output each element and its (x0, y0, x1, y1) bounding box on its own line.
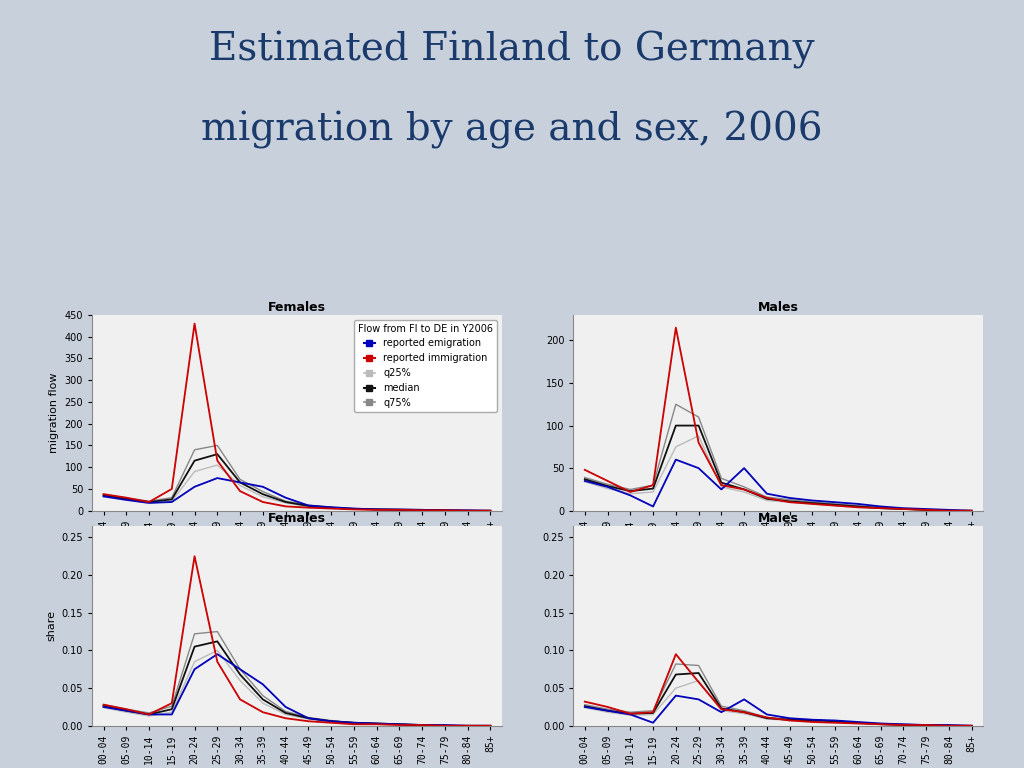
X-axis label: age group: age group (268, 554, 326, 564)
Y-axis label: share: share (46, 611, 56, 641)
Text: migration by age and sex, 2006: migration by age and sex, 2006 (202, 111, 822, 149)
Text: Estimated Finland to Germany: Estimated Finland to Germany (209, 31, 815, 68)
Title: Males: Males (758, 301, 799, 313)
Title: Females: Females (268, 301, 326, 313)
Title: Males: Males (758, 512, 799, 525)
Y-axis label: migration flow: migration flow (49, 372, 59, 453)
X-axis label: age group: age group (750, 554, 807, 564)
Legend: reported emigration, reported immigration, q25%, median, q75%: reported emigration, reported immigratio… (354, 319, 497, 412)
Title: Females: Females (268, 512, 326, 525)
